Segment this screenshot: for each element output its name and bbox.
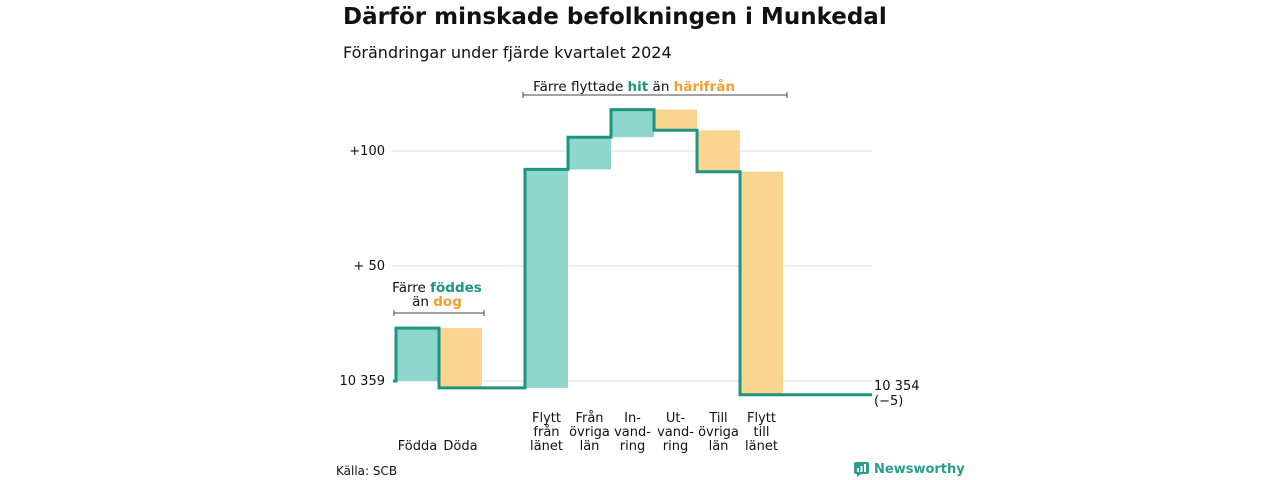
category-label: Födda — [398, 439, 437, 454]
category-label: från — [533, 425, 559, 440]
category-label: län — [709, 439, 729, 454]
category-label: Från — [575, 411, 603, 426]
category-label: Till — [708, 411, 727, 426]
births-annotation-line2: än dog — [412, 294, 462, 310]
waterfall-bar — [568, 137, 611, 170]
waterfall-bar — [611, 109, 654, 138]
brand-logo: Newsworthy — [854, 462, 965, 477]
brand-name: Newsworthy — [874, 462, 965, 477]
waterfall-bar — [654, 109, 697, 131]
y-tick-label: +100 — [349, 144, 385, 159]
category-label: Ut- — [666, 411, 686, 426]
waterfall-bar — [439, 328, 482, 388]
category-label: Flytt — [532, 411, 561, 426]
category-label: länet — [745, 439, 778, 454]
cumulative-line — [393, 108, 872, 397]
category-label: till — [754, 425, 770, 440]
births-annotation: Färre föddes än dog — [392, 280, 485, 316]
category-label: vand- — [614, 425, 651, 440]
category-label: Flytt — [747, 411, 776, 426]
chart-subtitle: Förändringar under fjärde kvartalet 2024 — [343, 43, 672, 62]
category-label: vand- — [657, 425, 694, 440]
category-label: övriga — [698, 425, 739, 440]
waterfall-bar — [740, 171, 783, 395]
end-change-label: (−5) — [874, 394, 903, 409]
category-label: övriga — [569, 425, 610, 440]
waterfall-bar — [396, 328, 439, 381]
y-tick-label: 10 359 — [340, 374, 386, 389]
source-note: Källa: SCB — [336, 464, 398, 478]
waterfall-bar — [697, 130, 740, 172]
category-label: länet — [530, 439, 563, 454]
births-annotation-line1: Färre föddes — [392, 280, 482, 296]
waterfall-bar — [525, 169, 568, 388]
category-label: län — [580, 439, 600, 454]
category-label: ring — [663, 439, 688, 454]
newsworthy-icon — [854, 462, 869, 477]
category-label: Döda — [443, 439, 477, 454]
chart-title: Därför minskade befolkningen i Munkedal — [343, 4, 887, 30]
y-tick-label: + 50 — [353, 259, 385, 274]
end-value-label: 10 354 — [874, 379, 920, 394]
category-label: ring — [620, 439, 645, 454]
moves-annotation-text: Färre flyttade hit än härifrån — [533, 78, 735, 95]
moves-annotation: Färre flyttade hit än härifrån — [522, 78, 788, 98]
category-label: In- — [624, 411, 641, 426]
